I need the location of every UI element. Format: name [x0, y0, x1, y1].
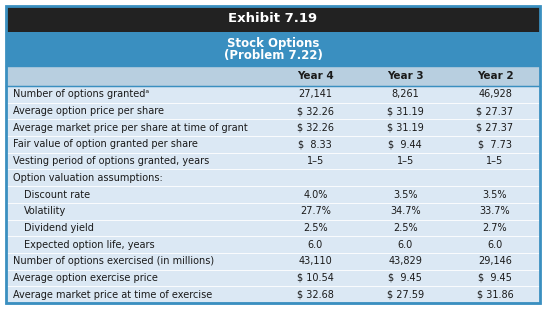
Text: $ 10.54: $ 10.54: [297, 273, 334, 283]
Text: Number of options grantedᵃ: Number of options grantedᵃ: [13, 89, 149, 99]
Text: Number of options exercised (in millions): Number of options exercised (in millions…: [13, 256, 214, 266]
Text: Average market price per share at time of grant: Average market price per share at time o…: [13, 123, 248, 133]
Text: 1–5: 1–5: [396, 156, 414, 166]
Text: 6.0: 6.0: [488, 239, 503, 250]
Text: 1–5: 1–5: [307, 156, 324, 166]
Text: 34.7%: 34.7%: [390, 206, 420, 216]
Text: 4.0%: 4.0%: [303, 189, 328, 200]
Text: Exhibit 7.19: Exhibit 7.19: [228, 12, 318, 26]
Text: Year 4: Year 4: [297, 71, 334, 81]
Text: 43,110: 43,110: [299, 256, 332, 266]
Text: $  9.44: $ 9.44: [388, 139, 422, 150]
Text: $  9.45: $ 9.45: [478, 273, 512, 283]
Text: 3.5%: 3.5%: [483, 189, 507, 200]
Text: Fair value of option granted per share: Fair value of option granted per share: [13, 139, 198, 150]
Text: Dividend yield: Dividend yield: [24, 223, 94, 233]
Text: 29,146: 29,146: [478, 256, 512, 266]
Text: $  9.45: $ 9.45: [388, 273, 422, 283]
Text: 1–5: 1–5: [486, 156, 503, 166]
Text: 2.5%: 2.5%: [303, 223, 328, 233]
Text: 27.7%: 27.7%: [300, 206, 331, 216]
Text: 8,261: 8,261: [391, 89, 419, 99]
Text: 2.5%: 2.5%: [393, 223, 418, 233]
Text: Expected option life, years: Expected option life, years: [24, 239, 155, 250]
Text: 33.7%: 33.7%: [480, 206, 511, 216]
Text: (Problem 7.22): (Problem 7.22): [223, 49, 323, 62]
Text: Volatility: Volatility: [24, 206, 66, 216]
Text: Vesting period of options granted, years: Vesting period of options granted, years: [13, 156, 209, 166]
Text: $ 32.26: $ 32.26: [297, 123, 334, 133]
Bar: [6, 86, 540, 303]
Bar: [6, 66, 540, 86]
Text: 6.0: 6.0: [307, 239, 323, 250]
Text: Average option exercise price: Average option exercise price: [13, 273, 158, 283]
Text: Year 2: Year 2: [477, 71, 513, 81]
Text: 46,928: 46,928: [478, 89, 512, 99]
Text: 43,829: 43,829: [388, 256, 422, 266]
Text: Stock Options: Stock Options: [227, 36, 319, 49]
Bar: [6, 32, 540, 66]
Text: 2.7%: 2.7%: [483, 223, 507, 233]
Text: 27,141: 27,141: [298, 89, 333, 99]
Text: Year 3: Year 3: [387, 71, 424, 81]
Text: $ 31.19: $ 31.19: [387, 123, 424, 133]
Text: Discount rate: Discount rate: [24, 189, 90, 200]
Text: $ 27.59: $ 27.59: [387, 290, 424, 300]
Text: $ 31.86: $ 31.86: [477, 290, 513, 300]
Text: $  7.73: $ 7.73: [478, 139, 512, 150]
Text: Option valuation assumptions:: Option valuation assumptions:: [13, 173, 163, 183]
Text: $ 32.68: $ 32.68: [297, 290, 334, 300]
Bar: [6, 6, 540, 32]
Text: Average option price per share: Average option price per share: [13, 106, 164, 116]
Text: Average market price at time of exercise: Average market price at time of exercise: [13, 290, 212, 300]
Text: $ 27.37: $ 27.37: [477, 106, 514, 116]
Text: $ 31.19: $ 31.19: [387, 106, 424, 116]
Text: $ 32.26: $ 32.26: [297, 106, 334, 116]
Text: 3.5%: 3.5%: [393, 189, 417, 200]
Text: 6.0: 6.0: [397, 239, 413, 250]
Text: $  8.33: $ 8.33: [299, 139, 332, 150]
Text: $ 27.37: $ 27.37: [477, 123, 514, 133]
